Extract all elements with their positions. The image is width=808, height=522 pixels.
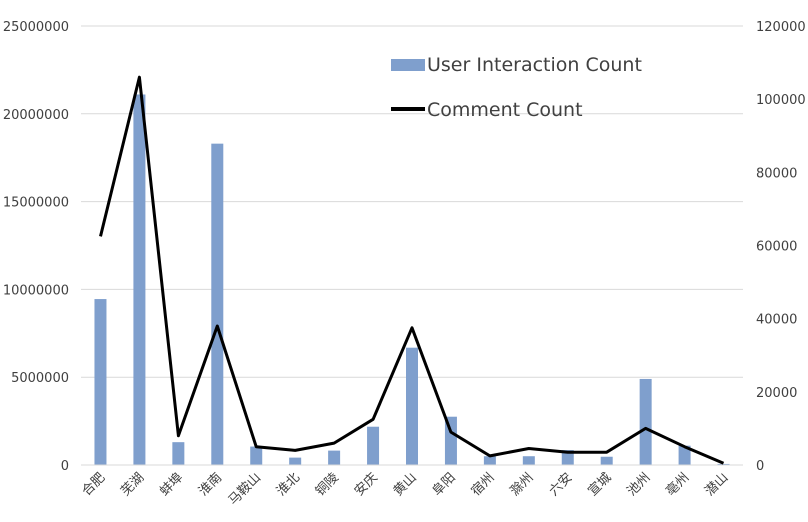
bar — [328, 450, 341, 465]
x-tick-label: 宿州 — [468, 470, 498, 500]
legend-label-line: Comment Count — [427, 99, 583, 121]
bar — [133, 94, 146, 465]
bar — [250, 446, 263, 465]
legend-swatch-bar — [391, 59, 425, 71]
bar — [444, 416, 457, 465]
bar — [522, 456, 535, 465]
legend-label-bar: User Interaction Count — [427, 54, 642, 76]
y-left-tick-label: 10000000 — [3, 283, 69, 298]
y-left-tick-label: 5000000 — [11, 371, 69, 386]
left-axis: 0 5000000 10000000 15000000 20000000 25000000 — [3, 20, 69, 474]
x-tick-label: 马鞍山 — [225, 470, 264, 509]
y-right-tick-label: 100000 — [756, 93, 806, 108]
x-tick-label: 淮南 — [195, 470, 225, 500]
bar — [717, 463, 730, 465]
y-left-tick-label: 25000000 — [3, 20, 69, 35]
right-axis: 0 20000 40000 60000 80000 100000 120000 — [756, 20, 806, 474]
x-tick-label: 池州 — [624, 470, 653, 499]
y-left-tick-label: 20000000 — [3, 108, 69, 123]
bar — [211, 143, 224, 466]
bar-series — [94, 94, 730, 466]
comment-count-line — [99, 75, 725, 465]
bar — [561, 450, 574, 465]
y-left-tick-label: 0 — [61, 459, 69, 474]
x-tick-label: 蚌埠 — [157, 470, 186, 499]
bar — [639, 378, 652, 465]
y-left-tick-label: 15000000 — [3, 196, 69, 211]
x-tick-label: 阜阳 — [429, 470, 459, 500]
x-tick-label: 六安 — [547, 470, 576, 499]
bar — [367, 426, 380, 465]
x-tick-label: 潜山 — [702, 470, 731, 499]
bar — [94, 299, 107, 465]
x-axis: 合肥 芜湖 蚌埠 淮南 马鞍山 淮北 铜陵 安庆 黄山 阜阳 宿州 滁州 六安 宣城 池州 亳州 潜山 — [79, 470, 731, 509]
y-right-tick-label: 80000 — [756, 166, 797, 181]
bar — [289, 457, 302, 465]
x-tick-label: 淮北 — [274, 470, 303, 499]
y-right-tick-label: 60000 — [756, 240, 797, 255]
x-tick-label: 黄山 — [391, 470, 420, 499]
line-series — [99, 75, 725, 465]
bar — [678, 445, 691, 465]
y-right-tick-label: 20000 — [756, 386, 797, 401]
legend: User Interaction Count Comment Count — [391, 54, 642, 121]
x-tick-label: 芜湖 — [118, 470, 147, 499]
x-tick-label: 铜陵 — [313, 470, 342, 499]
bar — [406, 347, 418, 465]
y-right-tick-label: 0 — [756, 459, 764, 474]
y-right-tick-label: 120000 — [756, 20, 806, 35]
x-tick-label: 亳州 — [663, 470, 693, 500]
bar — [172, 442, 185, 465]
x-tick-label: 合肥 — [79, 470, 108, 499]
x-tick-label: 宣城 — [585, 470, 615, 500]
y-right-tick-label: 40000 — [756, 313, 797, 328]
x-tick-label: 滁州 — [507, 470, 537, 500]
x-tick-label: 安庆 — [352, 470, 381, 499]
bar — [600, 456, 613, 465]
bar — [483, 456, 496, 465]
gridlines — [81, 25, 743, 378]
